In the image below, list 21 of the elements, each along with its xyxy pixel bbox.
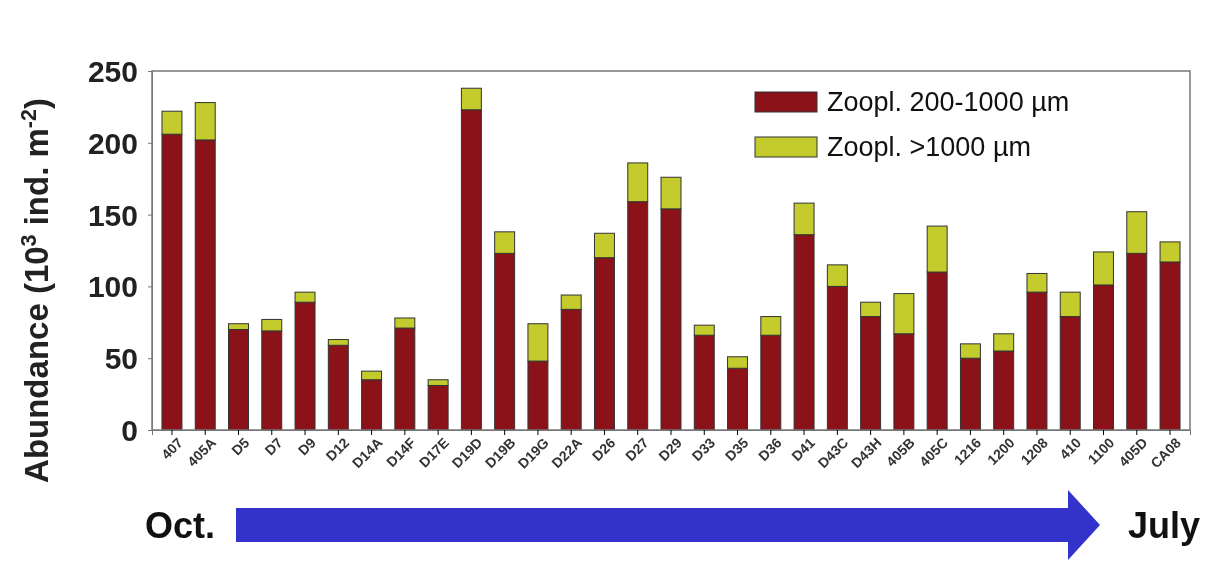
- y-tick-label: 50: [104, 342, 138, 376]
- legend-label: Zoopl. >1000 µm: [827, 132, 1031, 162]
- y-tick-label: 0: [121, 414, 138, 447]
- x-tick-label: D29: [655, 434, 685, 464]
- x-tick-label: D33: [688, 434, 719, 464]
- y-tick-label: 200: [87, 126, 138, 160]
- x-tick-label: D12: [322, 434, 353, 464]
- text: July: [1127, 505, 1200, 546]
- x-tick-label: D7: [261, 434, 286, 459]
- legend-label: Zoopl. 200-1000 µm: [827, 87, 1070, 117]
- x-tick-label: D26: [588, 434, 619, 464]
- x-tick-label: D5: [228, 434, 253, 459]
- x-tick-label: D41: [788, 434, 819, 464]
- y-tick-label: 150: [87, 198, 138, 232]
- x-tick-label: D36: [755, 434, 785, 464]
- text: Oct.: [145, 505, 216, 546]
- y-tick-label: 250: [87, 55, 138, 88]
- y-tick-label: 100: [87, 270, 138, 304]
- x-tick-label: 410: [1056, 434, 1085, 463]
- x-tick-label: D9: [294, 434, 320, 459]
- x-tick-label: 407: [157, 434, 186, 463]
